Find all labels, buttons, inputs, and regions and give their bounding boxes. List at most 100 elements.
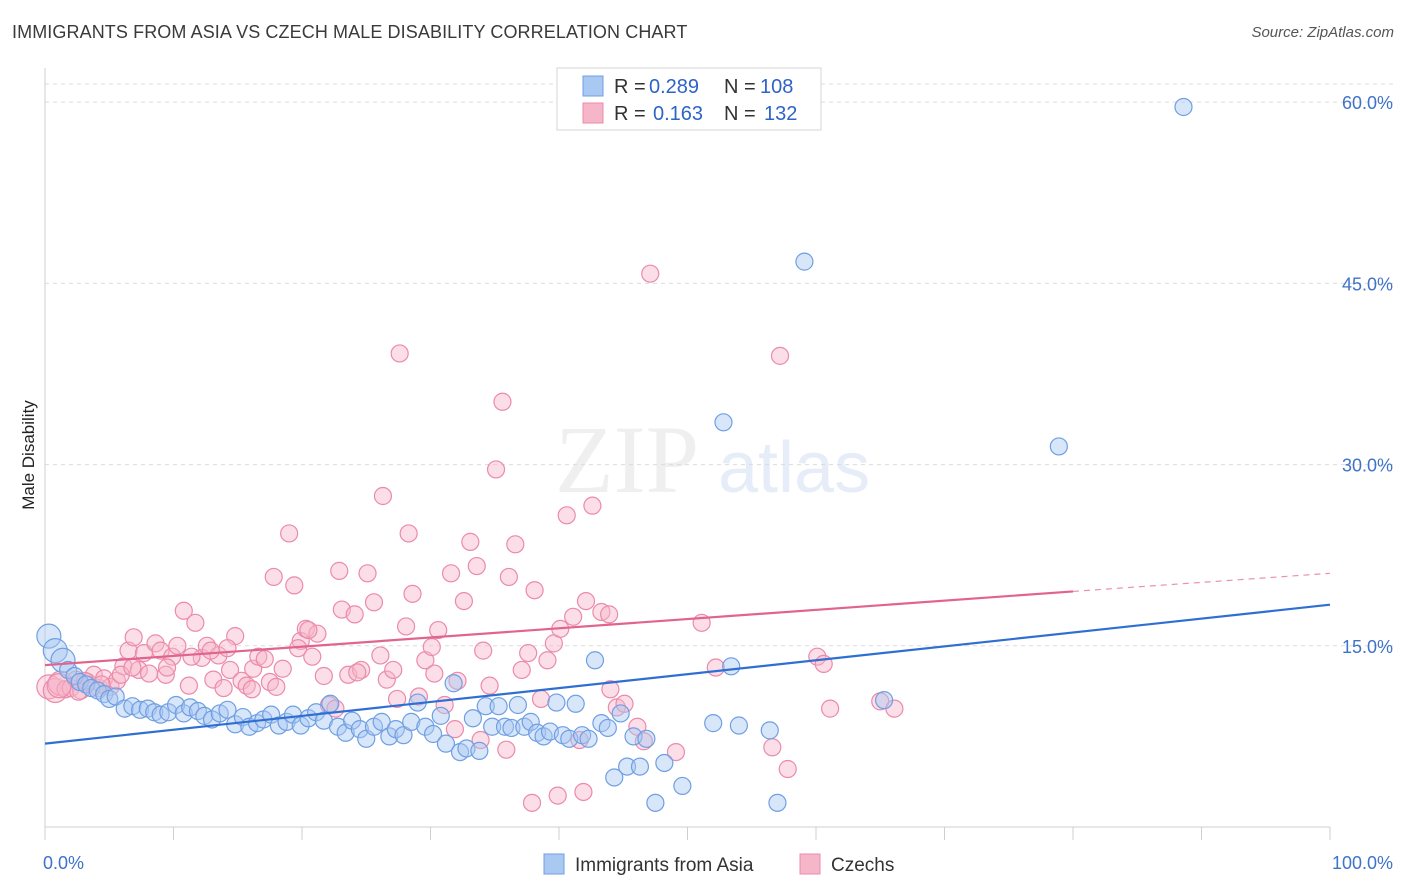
czechs-point-98 [666,742,686,762]
czechs-point-111 [387,689,407,709]
czechs-point-82 [531,689,551,709]
czechs-point-119 [123,658,142,677]
czechs-point-133 [548,786,567,805]
czechs-point-75 [486,460,506,479]
czechs-point-89 [576,591,596,611]
asia-point-2 [50,647,76,673]
czechs-point-113 [157,658,177,677]
asia-point-14 [130,700,150,719]
asia-point-86 [630,757,650,776]
asia-point-83 [611,704,630,723]
asia-point-94 [729,716,749,735]
legend-r-value-2: 0.163 [653,103,703,125]
asia-point-99 [1049,437,1068,456]
asia-point-11 [106,687,125,706]
czechs-point-87 [564,607,583,626]
czechs-point-86 [557,506,576,525]
bottom-legend-label-czechs: Czechs [831,855,894,876]
czechs-point-83 [538,651,557,670]
czechs-point-116 [46,673,72,699]
czechs-point-79 [512,660,531,680]
asia-point-95 [760,721,779,740]
asia-point-40 [321,694,340,713]
czechs-point-135 [600,605,619,624]
asia-point-9 [95,685,114,704]
asia-point-65 [495,717,515,736]
czechs-point-56 [364,593,384,612]
asia-point-61 [470,741,489,760]
chart-source: Source: ZipAtlas.com [1251,24,1394,41]
czechs-point-57 [371,646,390,665]
czechs-point-73 [474,641,493,660]
czechs-point-77 [499,567,518,587]
czechs-trend-line [44,590,1074,667]
asia-point-47 [372,712,391,731]
legend-r-label-1: R = [614,76,646,98]
czechs-point-60 [390,344,409,363]
czechs-point-53 [345,605,364,624]
czechs-point-47 [308,624,327,643]
asia-point-81 [598,718,617,738]
asia-point-0 [36,623,62,649]
czechs-point-25 [179,676,199,695]
czechs-point-74 [480,676,499,695]
czechs-point-76 [493,392,512,411]
czechs-point-38 [255,649,274,669]
czechs-point-59 [384,660,403,680]
czechs-point-32 [220,660,240,680]
czechs-point-106 [821,699,840,718]
asia-point-82 [605,768,624,787]
czechs-point-112 [218,639,237,658]
czechs-point-127 [399,524,418,543]
czechs-point-121 [201,641,220,660]
czechs-point-68 [441,564,461,583]
czechs-point-18 [139,664,159,683]
series-legend: Immigrants from Asia Czechs [543,853,894,876]
asia-point-53 [416,717,435,736]
asia-point-79 [585,651,605,670]
legend-n-value-1: 108 [760,76,793,98]
czechs-point-43 [285,576,304,595]
czechs-point-20 [151,641,170,660]
asia-point-87 [637,729,656,748]
czechs-point-46 [303,647,322,666]
bottom-legend-swatch-asia [543,853,565,875]
asia-point-67 [508,695,527,715]
axes [44,68,1331,840]
asia-point-97 [795,252,814,271]
asia-point-69 [521,712,540,731]
czechs-point-110 [264,567,283,587]
asia-point-91 [704,714,723,733]
czechs-point-71 [461,532,480,551]
czechs-point-102 [770,346,790,365]
czechs-point-78 [506,535,525,554]
legend-n-label-2: N = [724,103,756,125]
czechs-point-97 [641,264,660,283]
czechs-trend-line-extension [1072,572,1331,593]
asia-point-93 [722,657,741,676]
asia-point-57 [444,674,463,693]
czechs-point-66 [429,620,448,640]
x-tick-label-max: 100.0% [1332,853,1393,873]
czechs-point-114 [111,665,130,684]
bottom-legend-swatch-czechs [799,853,821,875]
czechs-point-26 [186,613,205,632]
legend-n-value-2: 132 [764,103,797,125]
czechs-point-134 [574,782,593,802]
asia-point-51 [402,712,421,731]
czechs-point-96 [634,732,653,751]
asia-point-98 [875,691,894,710]
czechs-point-122 [242,680,261,699]
asia-point-62 [476,697,495,716]
zipatlas-watermark: ZIP atlas [555,406,870,513]
trend-lines [44,572,1331,745]
y-tick-label-0: 15.0% [1342,637,1393,657]
legend-r-label-2: R = [614,103,646,125]
czechs-point-132 [522,793,542,812]
y-tick-label-1: 30.0% [1342,456,1393,476]
bottom-legend-label-asia: Immigrants from Asia [575,855,754,876]
czechs-point-72 [467,556,486,576]
asia-point-88 [646,793,665,812]
asia-point-92 [714,413,733,432]
asia-point-63 [483,717,502,736]
